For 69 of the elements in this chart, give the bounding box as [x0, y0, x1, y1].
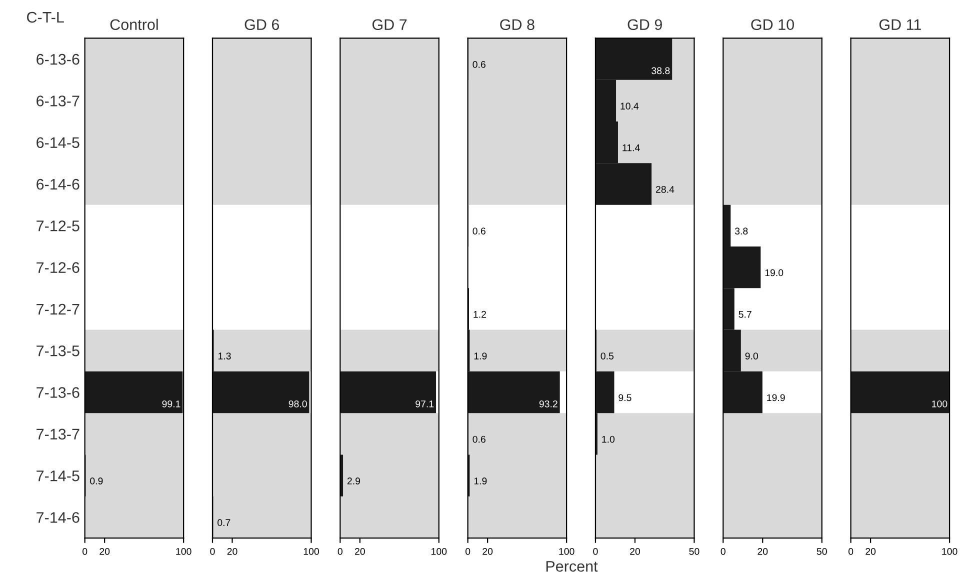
x-tick-label: 100	[942, 548, 958, 555]
data-label: 19.9	[767, 394, 785, 402]
data-label: 1.0	[602, 436, 615, 443]
data-label: 19.0	[765, 269, 784, 276]
data-label: 2.9	[347, 478, 360, 484]
x-tick-label: 20	[630, 548, 640, 555]
data-label: 9.0	[745, 352, 758, 360]
data-label: 1.9	[474, 352, 487, 360]
x-tick-label: 100	[559, 548, 574, 555]
x-tick-label: 20	[482, 548, 493, 555]
data-label: 0.6	[472, 228, 486, 234]
data-label: 9.5	[618, 394, 632, 402]
data-label: 97.1	[416, 400, 434, 408]
data-label: 100	[932, 400, 948, 408]
y-tick-label: 7-12-5	[36, 220, 80, 232]
chart-title: Control	[110, 18, 158, 30]
x-tick-label: 20	[866, 548, 876, 555]
data-label: 5.7	[738, 311, 752, 318]
data-label: 1.3	[218, 352, 231, 360]
chart-title: GD 6	[244, 19, 280, 30]
x-tick-label: 100	[304, 548, 319, 555]
data-label: 0.6	[472, 61, 486, 68]
x-axis-title: Percent	[546, 561, 598, 572]
x-tick-label: 50	[816, 548, 827, 555]
y-tick-label: 6-14-6	[36, 178, 80, 190]
x-tick-label: 0	[465, 548, 470, 555]
x-tick-label: 20	[354, 548, 365, 555]
y-axis-title: C-T-L	[27, 12, 64, 23]
y-tick-label: 7-13-5	[36, 345, 80, 356]
x-tick-label: 0	[593, 548, 598, 555]
x-tick-label: 0	[848, 548, 854, 555]
chart-title: GD 10	[751, 19, 794, 30]
data-label: 0.7	[218, 519, 230, 526]
y-tick-label: 7-12-6	[36, 262, 80, 273]
chart-title: GD 7	[372, 19, 407, 30]
data-label: 93.2	[539, 400, 558, 408]
data-label: 1.2	[474, 310, 486, 318]
data-label: 28.4	[656, 186, 674, 193]
y-tick-label: 7-13-6	[36, 387, 80, 398]
data-label: 1.9	[474, 478, 487, 484]
x-tick-label: 0	[338, 548, 342, 555]
x-tick-label: 20	[100, 548, 110, 555]
x-tick-label: 20	[758, 548, 768, 555]
data-label: 99.1	[162, 400, 180, 408]
x-tick-label: 100	[432, 548, 447, 555]
y-tick-label: 7-13-7	[36, 428, 80, 440]
x-tick-label: 20	[227, 548, 238, 555]
data-label: 0.9	[90, 478, 103, 484]
x-tick-label: 0	[720, 548, 726, 555]
x-tick-label: 100	[176, 548, 192, 555]
data-label: 0.5	[600, 352, 614, 360]
data-label: 3.8	[734, 228, 748, 234]
data-label: 11.4	[622, 144, 640, 152]
data-label: 98.0	[288, 400, 307, 408]
y-tick-label: 7-12-7	[36, 304, 80, 314]
y-tick-label: 6-14-5	[36, 137, 80, 148]
y-tick-label: 7-14-6	[36, 512, 80, 523]
y-tick-label: 7-14-5	[36, 470, 80, 482]
x-tick-label: 0	[210, 548, 215, 555]
data-label: 0.6	[472, 436, 486, 443]
chart-title: GD 8	[500, 19, 534, 30]
chart-title: GD 9	[628, 19, 662, 30]
x-tick-label: 0	[82, 548, 88, 555]
y-tick-label: 6-13-6	[36, 54, 80, 65]
y-tick-label: 6-13-7	[36, 96, 80, 106]
x-tick-label: 50	[689, 548, 700, 555]
data-label: 10.4	[620, 102, 639, 110]
chart-title: GD 11	[879, 19, 921, 30]
data-label: 38.8	[652, 67, 670, 74]
